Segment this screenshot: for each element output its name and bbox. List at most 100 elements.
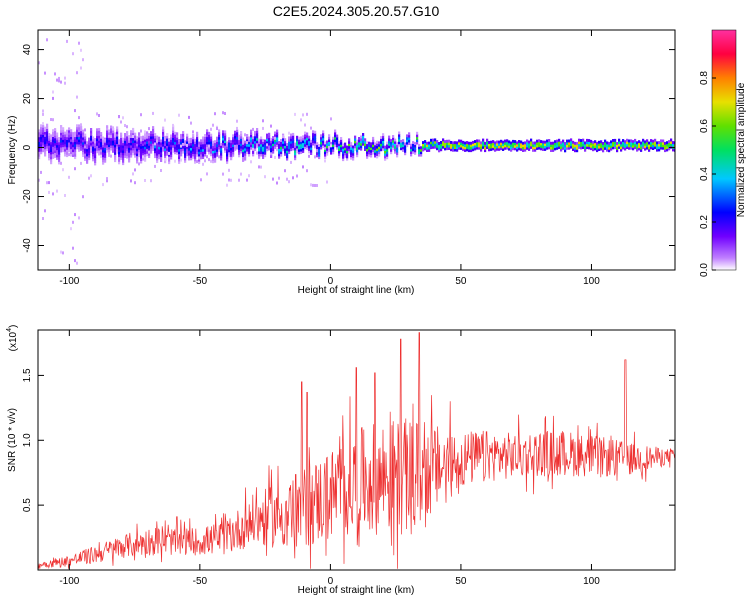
heatmap-cell [100,141,103,145]
heatmap-cell [102,159,105,163]
heatmap-cell [338,150,341,154]
heatmap-cell [650,141,653,145]
heatmap-cell [464,141,467,145]
heatmap-cell [262,139,265,142]
heatmap-cell [490,143,493,146]
heatmap-cell [260,141,263,145]
heatmap-cell [120,120,122,124]
heatmap-cell [260,165,262,169]
heatmap-cell [200,144,203,148]
heatmap-cell [468,141,471,145]
heatmap-cell [106,142,109,146]
heatmap-cell [70,129,73,133]
heatmap-cell [96,150,99,154]
heatmap-cell [240,143,243,147]
heatmap-cell [356,147,359,150]
heatmap-cell [54,128,57,131]
heatmap-cell [214,157,217,161]
heatmap-cell [230,147,233,151]
heatmap-cell [340,137,343,140]
heatmap-cell [196,136,199,140]
heatmap-cell [104,159,107,163]
heatmap-cell [482,138,485,142]
heatmap-cell [292,147,295,151]
heatmap-cell [260,143,263,147]
heatmap-cell [304,131,307,135]
heatmap-cell [156,147,159,151]
heatmap-cell [284,138,287,142]
heatmap-cell [358,141,361,145]
heatmap-cell [276,132,279,135]
heatmap-cell [650,144,653,147]
heatmap-cell [304,134,307,137]
heatmap-cell [120,135,123,138]
heatmap-cell [494,141,497,145]
x-tick-label: -50 [193,576,208,587]
heatmap-cell [238,154,241,158]
heatmap-cell [142,135,145,139]
heatmap-cell [596,144,599,148]
heatmap-cell [300,118,302,122]
heatmap-cell [190,152,193,156]
heatmap-cell [170,151,173,155]
heatmap-cell [238,147,241,150]
heatmap-cell [370,142,373,146]
heatmap-cell [68,137,71,141]
heatmap-cell [180,141,183,145]
heatmap-cell [48,155,51,158]
heatmap-cell [132,142,135,146]
heatmap-cell [48,157,51,161]
heatmap-cell [244,147,247,151]
heatmap-cell [316,154,319,158]
heatmap-cell [52,136,55,140]
heatmap-cell [54,152,57,156]
heatmap-cell [596,146,599,150]
heatmap-cell [68,127,71,131]
heatmap-cell [276,134,279,138]
x-tick-label: 50 [455,276,467,287]
heatmap-cell [232,136,235,140]
heatmap-cell [250,146,253,150]
heatmap-cell [254,133,257,137]
heatmap-cell [302,140,305,144]
heatmap-cell [238,139,241,143]
heatmap-cell [40,139,43,142]
heatmap-cell [276,137,279,140]
heatmap-cell [42,122,44,126]
heatmap-cell [402,144,405,147]
heatmap-cell [216,148,219,152]
heatmap-cell [72,154,75,157]
heatmap-cell [200,149,203,152]
heatmap-cell [380,148,383,152]
heatmap-cell [74,148,77,152]
heatmap-cell [228,137,231,141]
heatmap-cell [148,133,151,136]
heatmap-cell [178,148,181,152]
heatmap-cell [106,135,109,138]
heatmap-cell [212,160,215,164]
heatmap-cell [626,138,629,142]
heatmap-cell [134,140,137,143]
heatmap-cell [456,143,459,147]
heatmap-cell [532,144,535,147]
heatmap-cell [508,142,511,146]
heatmap-cell [614,146,617,150]
heatmap-cell [214,112,216,116]
heatmap-cell [372,141,375,145]
heatmap-cell [88,137,91,141]
heatmap-cell [118,146,121,150]
heatmap-cell [242,154,245,157]
heatmap-cell [248,148,251,152]
heatmap-cell [282,138,285,142]
heatmap-cell [644,147,647,151]
heatmap-cell [116,141,119,144]
heatmap-cell [60,144,63,148]
heatmap-cell [392,147,395,151]
heatmap-cell [504,139,507,143]
heatmap-cell [240,138,243,142]
heatmap-cell [564,142,567,145]
heatmap-cell [396,152,399,155]
heatmap-cell [366,146,369,149]
heatmap-cell [242,146,245,150]
heatmap-cell [370,144,373,148]
